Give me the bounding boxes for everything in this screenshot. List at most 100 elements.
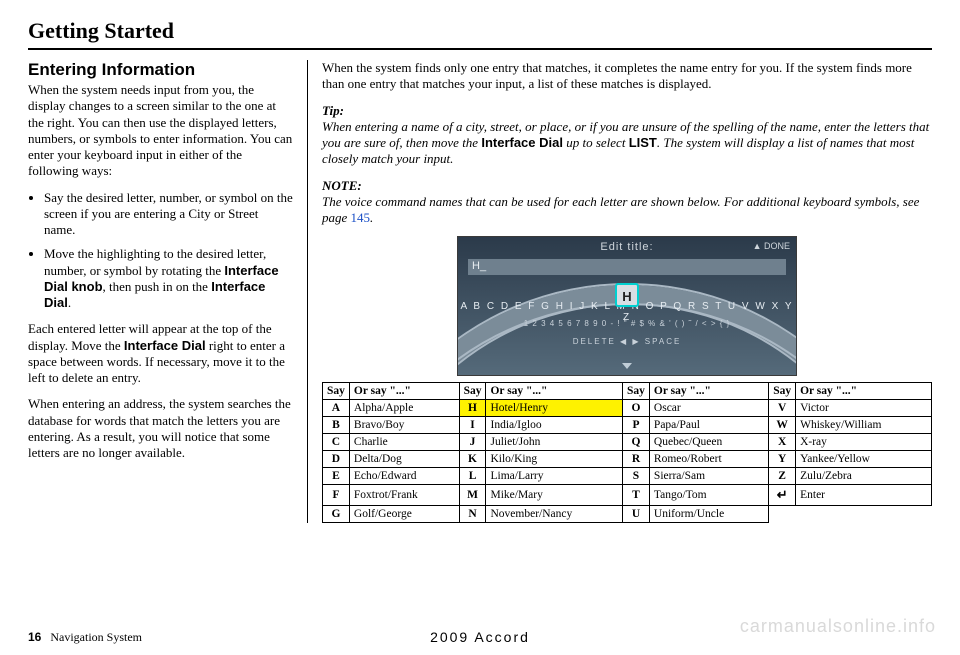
table-row: GGolf/GeorgeNNovember/NancyUUniform/Uncl… [323, 506, 932, 523]
table-cell-word: Juliet/John [486, 434, 623, 451]
th-say-4: Say [769, 383, 796, 400]
shot-highlighted-key: H [615, 283, 639, 307]
table-cell-word: Kilo/King [486, 451, 623, 468]
tip-label: Tip: [322, 103, 344, 118]
title-rule [28, 48, 932, 50]
bullet-2-mid: , then push in on the [103, 279, 212, 294]
left-para-3: When entering an address, the system sea… [28, 396, 293, 461]
enter-icon: ↵ [777, 487, 788, 503]
table-cell-letter: F [323, 485, 350, 506]
table-cell-word: Zulu/Zebra [796, 468, 932, 485]
table-cell-word: Enter [796, 485, 932, 506]
table-cell-letter: R [623, 451, 650, 468]
table-cell-letter: H [459, 400, 486, 417]
table-row: DDelta/DogKKilo/KingRRomeo/RobertYYankee… [323, 451, 932, 468]
tip-bold-2: LIST [629, 135, 657, 150]
tip-mid: up to select [563, 135, 629, 150]
table-cell-word: Romeo/Robert [649, 451, 768, 468]
left-para-2-bold: Interface Dial [124, 338, 206, 353]
table-cell-letter [769, 506, 796, 523]
table-cell-word: Lima/Larry [486, 468, 623, 485]
table-cell-word: India/Igloo [486, 417, 623, 434]
note-label: NOTE: [322, 178, 362, 193]
shot-input-field: H_ [468, 259, 786, 275]
table-cell-word: Victor [796, 400, 932, 417]
table-cell-letter: E [323, 468, 350, 485]
note-block: NOTE: The voice command names that can b… [322, 178, 932, 227]
table-cell-word: Charlie [349, 434, 459, 451]
bullet-list: Say the desired letter, number, or symbo… [28, 190, 293, 312]
table-row: CCharlieJJuliet/JohnQQuebec/QueenXX-ray [323, 434, 932, 451]
table-row: BBravo/BoyIIndia/IglooPPapa/PaulWWhiskey… [323, 417, 932, 434]
shot-title: Edit title: [458, 241, 796, 253]
table-cell-letter: X [769, 434, 796, 451]
right-column: When the system finds only one entry tha… [308, 60, 932, 523]
table-cell-letter: T [623, 485, 650, 506]
note-page-link[interactable]: 145 [351, 210, 371, 225]
note-text: The voice command names that can be used… [322, 194, 919, 225]
table-cell-word: Echo/Edward [349, 468, 459, 485]
table-cell-letter: M [459, 485, 486, 506]
table-cell-word: Papa/Paul [649, 417, 768, 434]
table-cell-word: Tango/Tom [649, 485, 768, 506]
table-cell-word: Whiskey/William [796, 417, 932, 434]
table-cell-letter: G [323, 506, 350, 523]
phonetic-table: Say Or say "..." Say Or say "..." Say Or… [322, 382, 932, 523]
table-cell-letter: K [459, 451, 486, 468]
table-cell-letter: Z [769, 468, 796, 485]
table-cell-letter: S [623, 468, 650, 485]
table-cell-letter: U [623, 506, 650, 523]
table-cell-word: Mike/Mary [486, 485, 623, 506]
table-cell-word: Quebec/Queen [649, 434, 768, 451]
table-cell-word: Yankee/Yellow [796, 451, 932, 468]
left-column: Entering Information When the system nee… [28, 60, 308, 523]
section-heading: Entering Information [28, 60, 293, 80]
th-say-1: Say [323, 383, 350, 400]
table-cell-letter: J [459, 434, 486, 451]
tip-bold-1: Interface Dial [481, 135, 563, 150]
table-cell-letter: ↵ [769, 485, 796, 506]
table-cell-word: Uniform/Uncle [649, 506, 768, 523]
table-cell-word: X-ray [796, 434, 932, 451]
tip-block: Tip: When entering a name of a city, str… [322, 103, 932, 168]
keyboard-screenshot: Edit title: ▲ DONE H_ H A B C D E F G H … [457, 236, 797, 376]
table-cell-letter: L [459, 468, 486, 485]
bullet-2-end: . [68, 295, 71, 310]
table-cell-letter: V [769, 400, 796, 417]
th-orsay-1: Or say "..." [349, 383, 459, 400]
note-pre: The voice command names that can be used… [322, 194, 919, 225]
table-cell-letter: Q [623, 434, 650, 451]
table-cell-letter: B [323, 417, 350, 434]
tip-text: When entering a name of a city, street, … [322, 119, 929, 167]
watermark: carmanualsonline.info [740, 616, 936, 637]
th-orsay-3: Or say "..." [649, 383, 768, 400]
shot-delete-space: DELETE ◀ ▶ SPACE [458, 337, 796, 346]
table-cell-word: Foxtrot/Frank [349, 485, 459, 506]
table-cell-word: Bravo/Boy [349, 417, 459, 434]
content-columns: Entering Information When the system nee… [28, 60, 932, 523]
table-cell-letter: N [459, 506, 486, 523]
table-cell-word: Delta/Dog [349, 451, 459, 468]
right-para-1: When the system finds only one entry tha… [322, 60, 932, 93]
table-cell-letter: W [769, 417, 796, 434]
table-cell-letter: C [323, 434, 350, 451]
shot-done-label: ▲ DONE [753, 241, 790, 251]
th-say-2: Say [459, 383, 486, 400]
table-cell-word: Golf/George [349, 506, 459, 523]
note-post: . [370, 210, 373, 225]
table-row: EEcho/EdwardLLima/LarrySSierra/SamZZulu/… [323, 468, 932, 485]
chapter-title: Getting Started [28, 18, 932, 44]
th-orsay-4: Or say "..." [796, 383, 932, 400]
table-cell-word: Alpha/Apple [349, 400, 459, 417]
table-row: FFoxtrot/FrankMMike/MaryTTango/Tom ↵ Enter [323, 485, 932, 506]
left-para-2: Each entered letter will appear at the t… [28, 321, 293, 386]
table-cell-letter: D [323, 451, 350, 468]
table-row: AAlpha/AppleHHotel/HenryOOscarVVictor [323, 400, 932, 417]
table-cell-letter: I [459, 417, 486, 434]
left-para-1: When the system needs input from you, th… [28, 82, 293, 180]
shot-number-row: 1 2 3 4 5 6 7 8 9 0 - ! " # $ % & ' ( ) … [458, 319, 796, 328]
bullet-2: Move the highlighting to the desired let… [44, 246, 293, 311]
table-cell-letter: O [623, 400, 650, 417]
shot-caret-icon [622, 363, 632, 369]
table-cell-word [796, 506, 932, 523]
